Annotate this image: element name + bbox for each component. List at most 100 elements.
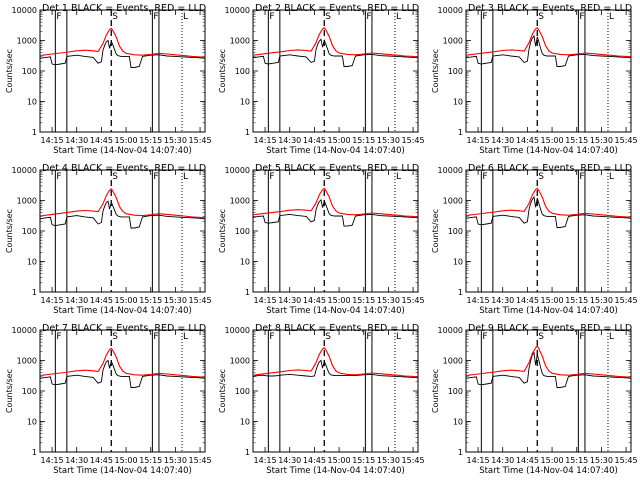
y-tick-label: 10000 — [12, 326, 37, 335]
y-tick-label: 10000 — [225, 326, 250, 335]
marker-label: S — [112, 12, 118, 22]
marker-label: S — [325, 172, 331, 182]
x-tick-label: 14:30 — [491, 456, 514, 465]
y-tick-label: 10000 — [12, 6, 37, 15]
detector-panel-6: Det 6 BLACK = Events, RED = LLD 1 10 100 100… — [431, 163, 638, 316]
marker-label: L — [396, 172, 401, 182]
x-tick-label: 15:45 — [615, 296, 638, 305]
y-tick-label: 10 — [27, 258, 37, 267]
marker-label: F — [579, 332, 584, 342]
x-tick-label: 15:15 — [565, 296, 588, 305]
y-axis-label: Counts/sec — [218, 209, 227, 253]
events-series-line — [465, 195, 632, 228]
chart-title: Det 6 BLACK = Events, RED = LLD — [468, 163, 632, 174]
marker-label: L — [396, 12, 401, 22]
x-tick-label: 14:15 — [254, 136, 277, 145]
x-tick-label: 15:15 — [352, 136, 375, 145]
x-tick-label: 14:30 — [491, 296, 514, 305]
y-tick-label: 10 — [27, 98, 37, 107]
y-tick-label: 1000 — [443, 37, 463, 46]
y-axis-label: Counts/sec — [431, 209, 440, 253]
x-axis-label: Start Time (14-Nov-04 14:07:40) — [53, 146, 192, 156]
x-tick-label: 15:45 — [189, 136, 212, 145]
x-axis-label: Start Time (14-Nov-04 14:07:40) — [53, 466, 192, 476]
chart-title: Det 1 BLACK = Events, RED = LLD — [42, 3, 206, 14]
y-tick-label: 1000 — [17, 197, 37, 206]
detector-panel-1: Det 1 BLACK = Events, RED = LLD 1 10 100 100… — [5, 3, 212, 156]
x-tick-label: 15:30 — [164, 456, 187, 465]
marker-label: F — [56, 332, 61, 342]
x-tick-label: 14:15 — [254, 296, 277, 305]
events-series-line — [252, 38, 419, 67]
plot-frame — [465, 329, 632, 453]
marker-label: F — [579, 12, 584, 22]
x-tick-label: 15:15 — [565, 456, 588, 465]
x-axis-label: Start Time (14-Nov-04 14:07:40) — [479, 306, 618, 316]
marker-label: L — [396, 332, 401, 342]
x-tick-label: 14:45 — [303, 456, 326, 465]
events-series-line — [39, 200, 206, 229]
marker-label: F — [579, 172, 584, 182]
y-axis-label: Counts/sec — [431, 369, 440, 413]
marker-label: L — [183, 332, 188, 342]
x-tick-label: 15:45 — [402, 296, 425, 305]
lld-series-line — [465, 344, 632, 378]
x-tick-label: 15:15 — [565, 136, 588, 145]
x-tick-label: 14:30 — [278, 456, 301, 465]
x-tick-label: 14:45 — [303, 296, 326, 305]
x-tick-label: 15:45 — [615, 136, 638, 145]
y-tick-label: 10000 — [12, 166, 37, 175]
detector-panel-4: Det 4 BLACK = Events, RED = LLD 1 10 100 100… — [5, 163, 212, 316]
x-tick-label: 15:30 — [164, 136, 187, 145]
events-series-line — [465, 34, 632, 67]
y-tick-label: 10000 — [225, 166, 250, 175]
marker-label: S — [112, 332, 118, 342]
y-tick-label: 10 — [240, 418, 250, 427]
x-tick-label: 14:15 — [41, 296, 64, 305]
x-tick-label: 14:15 — [467, 456, 490, 465]
y-tick-label: 1000 — [17, 357, 37, 366]
x-tick-label: 15:45 — [402, 456, 425, 465]
lld-series-line — [465, 27, 632, 58]
marker-label: F — [366, 332, 371, 342]
x-tick-label: 15:00 — [115, 296, 138, 305]
marker-label: F — [56, 12, 61, 22]
marker-label: F — [269, 332, 274, 342]
detector-panel-5: Det 5 BLACK = Events, RED = LLD 1 10 100 100… — [218, 163, 425, 316]
x-tick-label: 14:45 — [303, 136, 326, 145]
x-tick-label: 15:30 — [590, 296, 613, 305]
marker-label: F — [269, 172, 274, 182]
marker-label: F — [153, 332, 158, 342]
y-tick-label: 1000 — [443, 357, 463, 366]
y-tick-label: 1 — [32, 288, 37, 297]
x-axis-label: Start Time (14-Nov-04 14:07:40) — [266, 466, 405, 476]
y-axis-label: Counts/sec — [5, 49, 14, 93]
marker-label: L — [609, 12, 614, 22]
x-axis-label: Start Time (14-Nov-04 14:07:40) — [266, 146, 405, 156]
x-tick-label: 14:30 — [278, 296, 301, 305]
x-tick-label: 15:00 — [115, 456, 138, 465]
x-tick-label: 14:45 — [90, 296, 113, 305]
plot-frame — [252, 169, 419, 293]
plot-frame — [252, 329, 419, 453]
chart-title: Det 4 BLACK = Events, RED = LLD — [42, 163, 206, 174]
y-tick-label: 10 — [240, 258, 250, 267]
y-tick-label: 100 — [22, 387, 37, 396]
x-tick-label: 15:30 — [377, 136, 400, 145]
y-tick-label: 10000 — [438, 166, 463, 175]
events-series-line — [252, 359, 419, 379]
plot-frame — [39, 329, 206, 453]
y-tick-label: 1 — [245, 448, 250, 457]
plot-frame — [252, 9, 419, 133]
x-tick-label: 14:15 — [41, 136, 64, 145]
marker-label: F — [269, 12, 274, 22]
events-series-line — [465, 351, 632, 388]
y-tick-label: 100 — [448, 387, 463, 396]
x-tick-label: 15:00 — [541, 136, 564, 145]
x-tick-label: 15:30 — [590, 136, 613, 145]
detector-panel-2: Det 2 BLACK = Events, RED = LLD 1 10 100 100… — [218, 3, 425, 156]
x-tick-label: 15:30 — [590, 456, 613, 465]
x-tick-label: 15:00 — [115, 136, 138, 145]
y-tick-label: 100 — [22, 67, 37, 76]
marker-label: S — [538, 172, 544, 182]
